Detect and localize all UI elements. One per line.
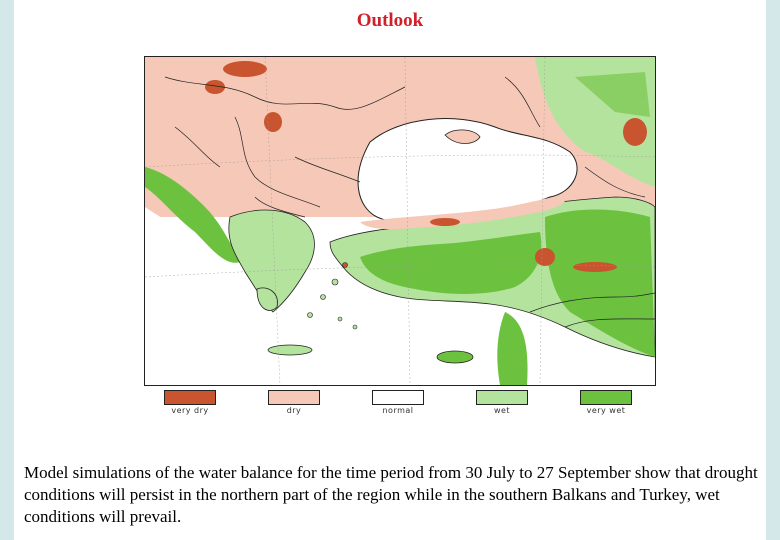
legend-swatch-normal xyxy=(372,390,424,405)
black-sea xyxy=(357,118,578,226)
crimea xyxy=(444,129,481,144)
very-dry-spot-north xyxy=(223,61,267,77)
northeast-very-wet xyxy=(575,72,650,117)
cyprus xyxy=(436,350,474,364)
slide: Outlook xyxy=(14,0,766,540)
legend-label-wet: wet xyxy=(493,406,511,415)
legend-item-wet: wet xyxy=(476,390,528,415)
central-anatolia-very-wet xyxy=(360,232,542,294)
very-dry-spot-west xyxy=(205,80,225,94)
map-legend: very dry dry normal wet very wet xyxy=(164,390,634,418)
water-balance-map xyxy=(144,56,656,386)
eastern-anatolia-very-wet xyxy=(545,209,655,357)
very-dry-spot-east xyxy=(623,118,647,146)
very-dry-band-anatolia xyxy=(573,262,617,272)
peloponnese xyxy=(256,287,278,311)
aegean-island xyxy=(331,278,339,286)
aegean-island xyxy=(342,262,348,268)
slide-title: Outlook xyxy=(356,10,424,31)
very-dry-spot-central xyxy=(264,112,282,132)
map-svg xyxy=(145,57,655,385)
mediterranean-sea xyxy=(145,207,655,385)
crete xyxy=(267,344,313,356)
legend-swatch-wet xyxy=(476,390,528,405)
country-borders xyxy=(164,76,655,328)
legend-swatch-very-wet xyxy=(580,390,632,405)
aegean-island xyxy=(320,294,326,300)
very-dry-spot-coast xyxy=(430,218,460,226)
greece-mainland xyxy=(228,209,315,313)
adriatic-coast-wet xyxy=(145,167,240,263)
aegean-island xyxy=(337,316,343,322)
dry-patch-balkans xyxy=(200,188,220,206)
very-dry-spot-anatolia xyxy=(535,248,555,266)
graticule xyxy=(145,57,655,385)
legend-label-very-dry: very dry xyxy=(171,406,209,415)
levant-coast xyxy=(497,312,528,385)
legend-item-very-wet: very wet xyxy=(580,390,632,415)
outlook-caption: Model simulations of the water balance f… xyxy=(24,463,758,526)
legend-item-dry: dry xyxy=(268,390,320,415)
aegean-island xyxy=(307,312,313,318)
legend-label-dry: dry xyxy=(286,406,302,415)
pontic-coast-dry xyxy=(360,195,566,230)
legend-swatch-very-dry xyxy=(164,390,216,405)
legend-swatch-dry xyxy=(268,390,320,405)
legend-item-very-dry: very dry xyxy=(164,390,216,415)
legend-label-normal: normal xyxy=(382,406,414,415)
legend-label-very-wet: very wet xyxy=(586,406,626,415)
legend-item-normal: normal xyxy=(372,390,424,415)
aegean-island xyxy=(352,324,358,330)
